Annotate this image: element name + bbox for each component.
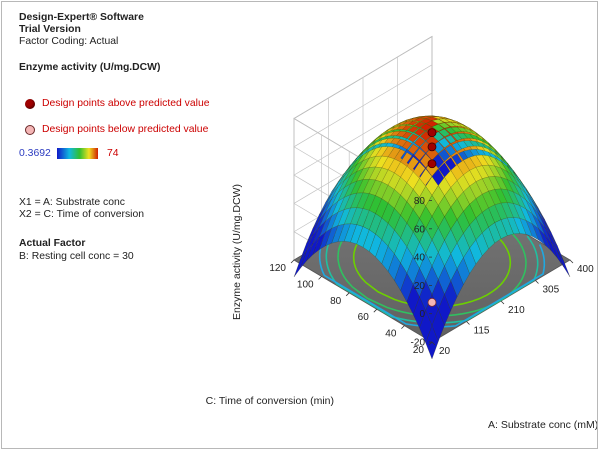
y-tick [290, 259, 295, 264]
actual-factor-title: Actual Factor [19, 238, 86, 249]
z-tick-label: 80 [414, 196, 426, 207]
z-tick-label: 0 [419, 309, 425, 320]
y-tick [428, 341, 433, 346]
factor-x1: X1 = A: Substrate conc [19, 197, 125, 208]
surface-facet [557, 250, 571, 278]
y-tick [318, 276, 322, 280]
below-point-icon [25, 125, 35, 135]
y-tick [345, 292, 350, 297]
design-point-above [427, 128, 437, 138]
color-scale: 0.3692 74 [19, 147, 129, 161]
z-tick-label: 20 [414, 281, 426, 292]
color-scale-max: 74 [107, 148, 119, 159]
trial-version: Trial Version [19, 24, 81, 35]
factor-coding: Factor Coding: Actual [19, 36, 119, 47]
y-tick [373, 308, 378, 313]
y-tick-label: 80 [330, 296, 342, 307]
x-tick [535, 280, 539, 284]
x-tick-label: 115 [474, 326, 490, 337]
design-point-above [427, 159, 437, 169]
y-axis-label: C: Time of conversion (min) [206, 395, 334, 407]
legend-above-label: Design points above predicted value [42, 98, 210, 109]
surface-facet [293, 250, 307, 278]
y-tick-label: 120 [269, 263, 286, 274]
z-tick-label: -20 [411, 338, 426, 349]
design-point-below [427, 297, 437, 307]
z-tick-label: 60 [414, 224, 426, 235]
x-tick-label: 20 [439, 346, 451, 357]
x-tick [500, 300, 505, 305]
x-axis-label: A: Substrate conc (mM) [488, 419, 598, 431]
z-axis-label: Enzyme activity (U/mg.DCW) [231, 184, 243, 320]
design-point-above [427, 142, 437, 152]
z-tick-label: 40 [414, 253, 426, 264]
y-tick-label: 100 [297, 279, 314, 290]
y-tick-label: 20 [413, 345, 425, 356]
factor-x2: X2 = C: Time of conversion [19, 209, 145, 220]
x-tick-label: 305 [543, 285, 560, 296]
x-tick [569, 259, 574, 264]
actual-factor-value: B: Resting cell conc = 30 [19, 251, 134, 262]
above-point-icon [25, 99, 35, 109]
y-tick-label: 40 [385, 329, 397, 340]
software-name: Design-Expert® Software [19, 12, 144, 23]
color-scale-min: 0.3692 [19, 148, 51, 159]
color-gradient [57, 148, 98, 159]
x-tick-label: 210 [508, 305, 525, 316]
response-title: Enzyme activity (U/mg.DCW) [19, 62, 161, 73]
y-tick [401, 325, 405, 329]
x-tick [466, 321, 470, 325]
x-tick [431, 341, 436, 346]
y-tick-label: 60 [358, 312, 370, 323]
x-tick-label: 400 [577, 264, 594, 275]
legend-below-label: Design points below predicted value [42, 124, 209, 135]
